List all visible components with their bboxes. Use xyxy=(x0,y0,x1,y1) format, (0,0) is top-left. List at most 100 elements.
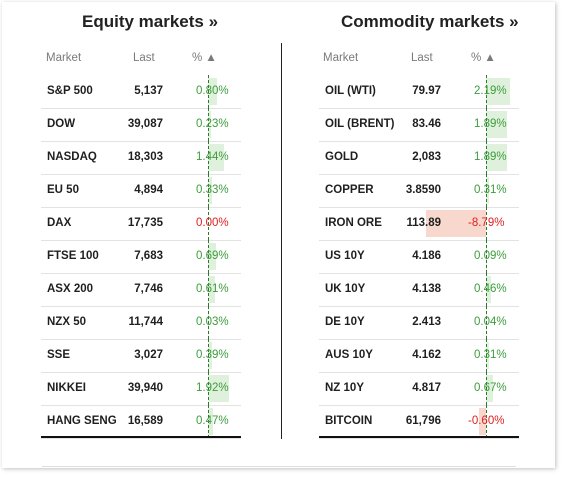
commodity-row[interactable]: AUS 10Y 4.162 0.31% xyxy=(319,339,519,373)
equity-zero-line xyxy=(208,75,209,108)
equity-row[interactable]: NZX 50 11,744 0.03% xyxy=(41,306,241,340)
equity-change-bar xyxy=(208,375,230,402)
equity-pct-change: 0.39% xyxy=(196,349,229,361)
equity-row[interactable]: HANG SENG 16,589 0.47% xyxy=(41,405,241,439)
equity-pct-change: 0.69% xyxy=(196,250,229,262)
commodity-zero-line xyxy=(486,372,487,405)
equity-last-value: 7,746 xyxy=(134,283,163,295)
commodity-market-name: GOLD xyxy=(325,151,359,163)
commodity-markets-link[interactable]: Commodity markets » xyxy=(341,12,519,31)
equity-last-value: 7,683 xyxy=(134,250,163,262)
equity-header-market: Market xyxy=(46,52,82,64)
equity-header-last[interactable]: Last xyxy=(133,52,155,64)
commodity-row[interactable]: GOLD 2,083 1.89% xyxy=(319,141,519,175)
commodity-row[interactable]: DE 10Y 2.413 0.04% xyxy=(319,306,519,340)
commodity-row[interactable]: UK 10Y 4.138 0.46% xyxy=(319,273,519,307)
commodity-last-value: 4.138 xyxy=(412,283,441,295)
equity-change-bar xyxy=(208,276,215,303)
equity-pct-change: 0.23% xyxy=(196,118,229,130)
equity-pct-change: 0.61% xyxy=(196,283,229,295)
commodity-pct-change: 0.09% xyxy=(474,250,507,262)
equity-market-name: ASX 200 xyxy=(47,283,94,295)
commodity-zero-line xyxy=(486,339,487,372)
equity-pct-change: 0.03% xyxy=(196,316,229,328)
equity-table-bottom-rule xyxy=(41,436,241,438)
commodity-change-bar xyxy=(486,111,507,138)
commodity-pct-change: 0.67% xyxy=(474,382,507,394)
equity-last-value: 17,735 xyxy=(127,217,163,229)
commodity-market-name: OIL (BRENT) xyxy=(325,118,395,130)
commodity-last-value: 113.89 xyxy=(406,217,441,229)
commodity-pct-change: 1.89% xyxy=(474,118,507,130)
commodity-row[interactable]: NZ 10Y 4.817 0.67% xyxy=(319,372,519,406)
equity-change-bar xyxy=(208,342,213,369)
equity-pct-change: 0.80% xyxy=(196,85,229,97)
equity-row[interactable]: DOW 39,087 0.23% xyxy=(41,108,241,142)
commodity-last-value: 79.97 xyxy=(412,85,441,97)
commodity-pct-change: -8.79% xyxy=(468,217,505,229)
equity-change-bar xyxy=(208,111,211,138)
equity-market-name: EU 50 xyxy=(47,184,79,196)
commodity-market-name: COPPER xyxy=(325,184,374,196)
equity-row[interactable]: FTSE 100 7,683 0.69% xyxy=(41,240,241,274)
commodity-row[interactable]: IRON ORE 113.89 -8.79% xyxy=(319,207,519,241)
commodity-last-value: 83.46 xyxy=(412,118,441,130)
equity-zero-line xyxy=(208,207,209,240)
equity-last-value: 16,589 xyxy=(127,415,163,427)
commodity-row[interactable]: OIL (BRENT) 83.46 1.89% xyxy=(319,108,519,142)
equity-row[interactable]: SSE 3,027 0.39% xyxy=(41,339,241,373)
commodity-pct-change: 0.31% xyxy=(474,184,507,196)
commodity-header-market: Market xyxy=(323,52,359,64)
equity-pct-change: 0.00% xyxy=(196,217,229,229)
footer-line xyxy=(42,466,516,467)
commodity-zero-line xyxy=(486,273,487,306)
commodity-row[interactable]: US 10Y 4.186 0.09% xyxy=(319,240,519,274)
equity-market-name: FTSE 100 xyxy=(47,250,99,262)
equity-last-value: 18,303 xyxy=(127,151,163,163)
equity-pct-change: 1.92% xyxy=(196,382,229,394)
commodity-last-value: 4.817 xyxy=(412,382,441,394)
equity-zero-line xyxy=(208,339,209,372)
equity-row[interactable]: ASX 200 7,746 0.61% xyxy=(41,273,241,307)
commodity-pct-change: -0.60% xyxy=(468,415,505,427)
equity-row[interactable]: NIKKEI 39,940 1.92% xyxy=(41,372,241,406)
commodity-last-value: 2.413 xyxy=(412,316,441,328)
commodity-change-bar xyxy=(479,408,486,435)
equity-change-bar xyxy=(208,78,217,105)
equity-last-value: 39,087 xyxy=(127,118,163,130)
panel-divider xyxy=(281,43,282,439)
equity-row[interactable]: S&P 500 5,137 0.80% xyxy=(41,75,241,109)
commodity-change-bar xyxy=(486,342,490,369)
equity-market-name: NASDAQ xyxy=(47,151,97,163)
equity-markets-link[interactable]: Equity markets » xyxy=(82,12,219,31)
equity-zero-line xyxy=(208,306,209,339)
commodity-zero-line xyxy=(486,306,487,339)
commodity-header-last[interactable]: Last xyxy=(411,52,433,64)
equity-header-pct[interactable]: % ▲ xyxy=(192,52,217,64)
commodity-last-value: 4.162 xyxy=(412,349,441,361)
commodity-pct-change: 0.04% xyxy=(474,316,507,328)
commodity-row[interactable]: OIL (WTI) 79.97 2.19% xyxy=(319,75,519,109)
equity-row[interactable]: EU 50 4,894 0.33% xyxy=(41,174,241,208)
equity-market-name: NIKKEI xyxy=(47,382,86,394)
commodity-row[interactable]: BITCOIN 61,796 -0.60% xyxy=(319,405,519,439)
commodity-market-name: NZ 10Y xyxy=(325,382,364,394)
equity-last-value: 39,940 xyxy=(127,382,163,394)
commodity-row[interactable]: COPPER 3.8590 0.31% xyxy=(319,174,519,208)
commodity-last-value: 2,083 xyxy=(412,151,441,163)
equity-row[interactable]: NASDAQ 18,303 1.44% xyxy=(41,141,241,175)
commodity-header-pct[interactable]: % ▲ xyxy=(471,52,496,64)
equity-zero-line xyxy=(208,273,209,306)
commodity-change-bar xyxy=(486,144,507,171)
commodity-zero-line xyxy=(486,207,487,240)
equity-zero-line xyxy=(208,405,209,438)
equity-row[interactable]: DAX 17,735 0.00% xyxy=(41,207,241,241)
equity-last-value: 11,744 xyxy=(128,316,163,328)
commodity-zero-line xyxy=(486,75,487,108)
commodity-market-name: IRON ORE xyxy=(325,217,382,229)
commodity-pct-change: 1.89% xyxy=(474,151,507,163)
commodity-market-name: BITCOIN xyxy=(325,415,373,427)
equity-pct-change: 0.47% xyxy=(196,415,229,427)
commodity-market-name: US 10Y xyxy=(325,250,365,262)
commodity-market-name: DE 10Y xyxy=(325,316,365,328)
